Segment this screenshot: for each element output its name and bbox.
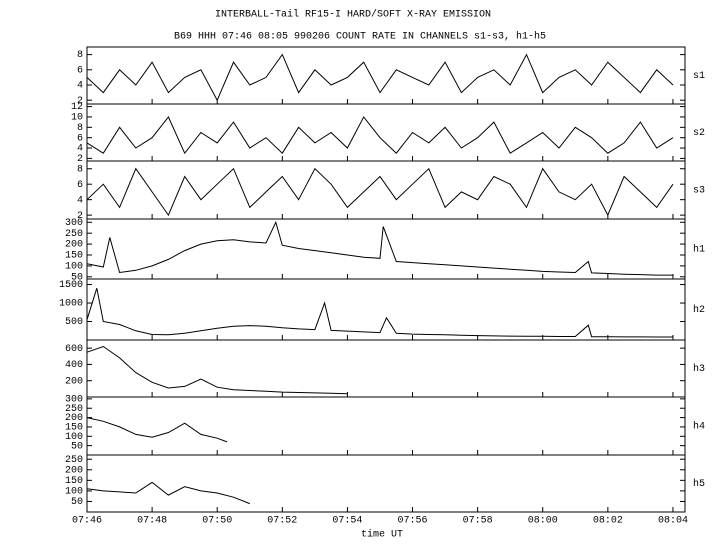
y-tick-label: 50 xyxy=(71,497,83,508)
y-tick-label: 4 xyxy=(77,81,83,92)
x-tick-label: 07:48 xyxy=(137,516,167,527)
panel-label: s1 xyxy=(693,71,705,82)
panel-frame xyxy=(86,454,686,513)
y-tick-label: 8 xyxy=(77,123,83,134)
y-tick-label: 2 xyxy=(77,96,83,107)
x-tick-label: 07:46 xyxy=(72,516,102,527)
x-tick-label: 07:58 xyxy=(463,516,493,527)
y-tick-label: 200 xyxy=(65,465,83,476)
y-tick-label: 400 xyxy=(65,360,83,371)
x-tick-label: 07:54 xyxy=(332,516,362,527)
data-line xyxy=(86,53,674,102)
panel-label: h3 xyxy=(693,363,705,375)
panel-label: h4 xyxy=(693,421,705,433)
y-tick-label: 10 xyxy=(71,113,83,124)
y-tick-label: 100 xyxy=(65,487,83,498)
x-tick-label: 08:02 xyxy=(593,516,623,527)
y-tick-label: 150 xyxy=(65,423,83,434)
panel-label: s2 xyxy=(693,128,705,139)
y-tick-label: 100 xyxy=(65,432,83,443)
data-line xyxy=(86,417,228,443)
y-tick-label: 4 xyxy=(77,195,83,206)
y-tick-label: 100 xyxy=(65,262,83,273)
data-line xyxy=(86,220,673,276)
data-line xyxy=(86,345,348,395)
y-tick-label: 150 xyxy=(65,476,83,487)
y-tick-label: 50 xyxy=(71,441,83,452)
y-tick-label: 150 xyxy=(65,251,83,262)
y-tick-label: 50 xyxy=(71,272,83,283)
y-tick-label: 300 xyxy=(65,395,83,406)
data-line xyxy=(86,116,674,155)
x-axis-label: time UT xyxy=(361,529,403,541)
y-tick-label: 250 xyxy=(65,455,83,466)
y-tick-label: 8 xyxy=(77,164,83,175)
y-tick-label: 6 xyxy=(77,65,83,76)
y-tick-label: 2 xyxy=(77,154,83,165)
chart-subtitle: B69 HHH 07:46 08:05 990206 COUNT RATE IN… xyxy=(174,31,546,43)
panel-label: s3 xyxy=(693,186,705,197)
y-tick-label: 200 xyxy=(65,376,83,387)
y-tick-label: 12 xyxy=(71,102,83,113)
y-tick-label: 500 xyxy=(65,317,83,328)
y-tick-label: 200 xyxy=(65,413,83,424)
data-line xyxy=(86,481,250,505)
x-tick-label: 07:56 xyxy=(398,516,428,527)
panel-label: h1 xyxy=(693,244,705,256)
y-tick-label: 600 xyxy=(65,344,83,355)
data-line xyxy=(86,167,674,217)
x-tick-label: 07:52 xyxy=(267,516,297,527)
y-tick-label: 6 xyxy=(77,133,83,144)
y-tick-label: 2 xyxy=(77,211,83,222)
y-tick-label: 8 xyxy=(77,50,83,61)
x-tick-label: 08:00 xyxy=(528,516,558,527)
y-tick-label: 1000 xyxy=(59,299,83,310)
panel-label: h5 xyxy=(693,478,705,490)
y-tick-label: 250 xyxy=(65,404,83,415)
y-tick-label: 200 xyxy=(65,240,83,251)
y-tick-label: 1500 xyxy=(59,280,83,291)
y-tick-label: 250 xyxy=(65,229,83,240)
y-tick-label: 4 xyxy=(77,144,83,155)
x-tick-label: 07:50 xyxy=(202,516,232,527)
panel-label: h2 xyxy=(693,304,705,316)
chart-title: INTERBALL-Tail RF15-I HARD/SOFT X-RAY EM… xyxy=(215,9,491,21)
y-tick-label: 300 xyxy=(65,218,83,229)
x-tick-label: 08:04 xyxy=(658,516,688,527)
data-line xyxy=(86,288,673,338)
y-tick-label: 6 xyxy=(77,180,83,191)
